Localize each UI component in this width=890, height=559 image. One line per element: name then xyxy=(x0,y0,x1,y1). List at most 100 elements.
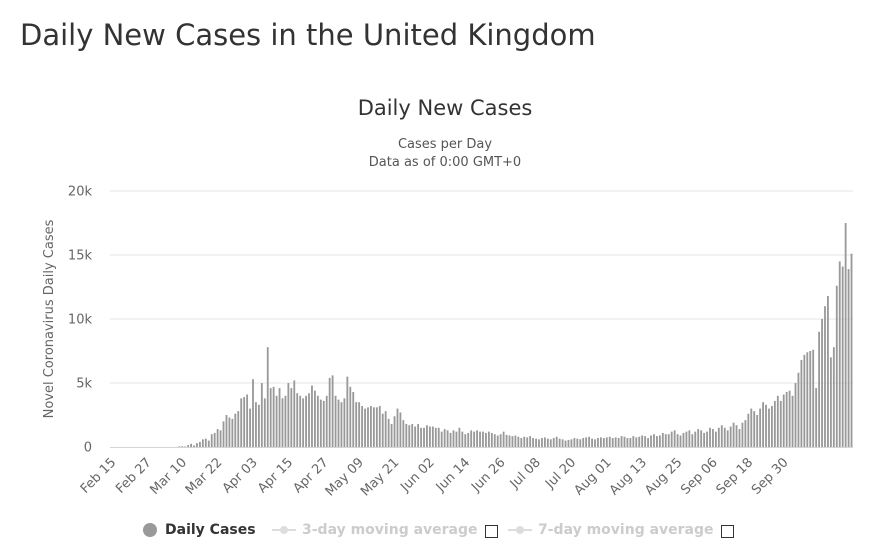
bar[interactable] xyxy=(384,411,387,447)
bar[interactable] xyxy=(623,436,626,447)
bar[interactable] xyxy=(482,431,484,447)
bar[interactable] xyxy=(617,438,620,447)
bar[interactable] xyxy=(756,415,759,447)
bar[interactable] xyxy=(670,431,673,447)
bar[interactable] xyxy=(281,398,284,447)
bar[interactable] xyxy=(375,407,378,447)
bar[interactable] xyxy=(243,397,246,447)
bar[interactable] xyxy=(641,435,644,447)
bar[interactable] xyxy=(405,423,408,447)
bar[interactable] xyxy=(461,431,464,447)
bar[interactable] xyxy=(440,431,443,447)
bar[interactable] xyxy=(629,438,632,447)
bar[interactable] xyxy=(679,435,682,447)
bar[interactable] xyxy=(824,306,826,447)
bar[interactable] xyxy=(549,439,552,447)
bar[interactable] xyxy=(818,331,821,447)
bar[interactable] xyxy=(632,436,635,447)
bar[interactable] xyxy=(219,430,222,447)
bar[interactable] xyxy=(656,436,658,447)
bar[interactable] xyxy=(434,427,437,447)
bar[interactable] xyxy=(564,440,567,447)
bar[interactable] xyxy=(514,435,517,447)
bar[interactable] xyxy=(720,425,723,447)
bar[interactable] xyxy=(785,391,788,447)
bar[interactable] xyxy=(364,408,366,447)
legend-item-daily-cases[interactable]: Daily Cases xyxy=(143,522,256,538)
bar[interactable] xyxy=(815,388,818,447)
bar[interactable] xyxy=(800,359,803,447)
bar[interactable] xyxy=(269,388,272,447)
bar[interactable] xyxy=(293,380,296,447)
bar[interactable] xyxy=(476,430,478,447)
bar[interactable] xyxy=(573,438,576,447)
bar[interactable] xyxy=(190,443,192,447)
bar[interactable] xyxy=(314,390,316,447)
bar[interactable] xyxy=(714,431,717,447)
bar[interactable] xyxy=(791,395,794,447)
bar[interactable] xyxy=(638,436,641,447)
bar[interactable] xyxy=(768,408,770,447)
bar[interactable] xyxy=(487,431,490,447)
bar[interactable] xyxy=(260,383,263,447)
bar[interactable] xyxy=(850,253,853,447)
bar[interactable] xyxy=(535,438,537,447)
bar[interactable] xyxy=(275,395,278,447)
bar[interactable] xyxy=(246,394,249,447)
bar[interactable] xyxy=(594,439,596,447)
bar[interactable] xyxy=(835,285,838,447)
bar[interactable] xyxy=(520,438,523,447)
bar[interactable] xyxy=(349,386,352,447)
bar[interactable] xyxy=(700,430,703,447)
bar[interactable] xyxy=(620,436,623,447)
bar[interactable] xyxy=(661,432,664,447)
bar[interactable] xyxy=(396,408,399,447)
bar[interactable] xyxy=(187,445,190,447)
bar[interactable] xyxy=(355,402,358,447)
bar[interactable] xyxy=(390,423,393,447)
bar[interactable] xyxy=(311,385,313,447)
bar[interactable] xyxy=(706,431,708,447)
bar[interactable] xyxy=(473,431,476,447)
bar[interactable] xyxy=(393,416,396,447)
bar[interactable] xyxy=(272,386,275,447)
bar[interactable] xyxy=(508,435,511,447)
bar[interactable] xyxy=(600,437,602,447)
bar[interactable] xyxy=(284,395,287,447)
bar[interactable] xyxy=(328,377,331,447)
bar[interactable] xyxy=(567,439,570,447)
bar[interactable] xyxy=(210,434,213,447)
bar[interactable] xyxy=(762,402,764,447)
bar[interactable] xyxy=(667,434,670,447)
bar[interactable] xyxy=(411,423,414,447)
bar[interactable] xyxy=(658,435,661,447)
bar[interactable] xyxy=(196,443,198,447)
bar[interactable] xyxy=(367,407,369,447)
bar[interactable] xyxy=(611,438,614,447)
bar[interactable] xyxy=(561,439,564,447)
bar[interactable] xyxy=(691,434,694,447)
bar[interactable] xyxy=(334,395,337,447)
bar[interactable] xyxy=(201,439,204,447)
bar[interactable] xyxy=(588,436,591,447)
bar[interactable] xyxy=(225,415,228,447)
bar[interactable] xyxy=(821,319,823,447)
bar[interactable] xyxy=(585,437,588,447)
bar[interactable] xyxy=(726,430,729,447)
bar[interactable] xyxy=(541,438,543,447)
bar[interactable] xyxy=(426,425,428,447)
bar[interactable] xyxy=(511,436,514,447)
bar[interactable] xyxy=(381,413,384,447)
bar[interactable] xyxy=(420,427,422,447)
bar[interactable] xyxy=(343,398,346,447)
bar[interactable] xyxy=(552,438,555,447)
bar[interactable] xyxy=(340,402,343,447)
bar[interactable] xyxy=(517,436,520,447)
bar[interactable] xyxy=(458,427,461,447)
bar[interactable] xyxy=(765,404,767,447)
bar[interactable] xyxy=(526,437,529,447)
bar[interactable] xyxy=(213,432,216,447)
bar[interactable] xyxy=(423,427,425,447)
bar[interactable] xyxy=(759,408,762,447)
legend-item-7-day-average[interactable]: 7-day moving average xyxy=(508,522,714,538)
